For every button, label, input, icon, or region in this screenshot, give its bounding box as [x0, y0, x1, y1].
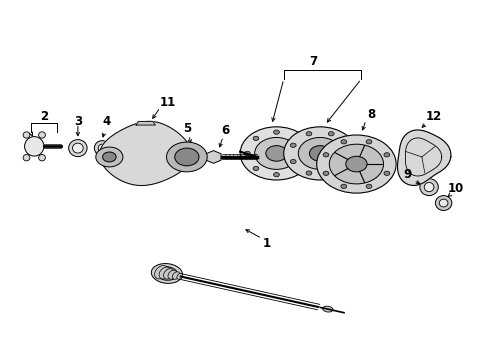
Ellipse shape — [436, 195, 452, 211]
Ellipse shape — [151, 264, 182, 283]
Ellipse shape — [155, 266, 168, 279]
Text: 6: 6 — [221, 124, 230, 137]
Circle shape — [266, 145, 287, 161]
Circle shape — [346, 156, 367, 172]
Circle shape — [291, 143, 296, 147]
Ellipse shape — [420, 179, 438, 195]
Circle shape — [344, 143, 350, 147]
Circle shape — [273, 130, 279, 134]
Circle shape — [240, 127, 313, 180]
Text: 2: 2 — [40, 110, 48, 123]
Text: 1: 1 — [263, 237, 271, 250]
Circle shape — [317, 135, 396, 193]
Circle shape — [294, 136, 300, 140]
Text: 9: 9 — [403, 168, 412, 181]
Circle shape — [384, 171, 390, 175]
Ellipse shape — [23, 154, 30, 161]
Ellipse shape — [164, 269, 174, 279]
Text: 4: 4 — [103, 115, 111, 128]
Circle shape — [384, 153, 390, 157]
Circle shape — [253, 166, 259, 171]
Circle shape — [366, 184, 372, 188]
Circle shape — [255, 138, 298, 169]
Ellipse shape — [177, 273, 183, 279]
Ellipse shape — [159, 267, 171, 279]
Circle shape — [306, 171, 312, 175]
Circle shape — [328, 132, 334, 136]
Text: 3: 3 — [74, 115, 82, 128]
Circle shape — [273, 172, 279, 177]
Circle shape — [306, 132, 312, 136]
Text: 10: 10 — [447, 183, 464, 195]
Circle shape — [323, 153, 329, 157]
Circle shape — [284, 127, 356, 180]
Circle shape — [167, 142, 207, 172]
Ellipse shape — [95, 141, 110, 156]
Circle shape — [323, 171, 329, 175]
Circle shape — [291, 159, 296, 164]
Circle shape — [102, 152, 116, 162]
Text: 12: 12 — [426, 110, 442, 123]
Circle shape — [294, 166, 300, 171]
Ellipse shape — [185, 147, 198, 160]
Ellipse shape — [322, 306, 333, 312]
Ellipse shape — [23, 132, 30, 138]
Circle shape — [303, 151, 309, 156]
Polygon shape — [136, 122, 155, 125]
Circle shape — [328, 171, 334, 175]
Ellipse shape — [156, 267, 178, 280]
Text: 5: 5 — [183, 122, 191, 135]
Polygon shape — [397, 130, 451, 185]
Text: 11: 11 — [159, 95, 175, 108]
Polygon shape — [99, 121, 192, 185]
Circle shape — [298, 138, 342, 169]
Ellipse shape — [98, 144, 106, 152]
Circle shape — [341, 140, 347, 144]
Circle shape — [329, 144, 384, 184]
Circle shape — [175, 148, 199, 166]
Circle shape — [341, 184, 347, 188]
Ellipse shape — [439, 199, 448, 207]
Ellipse shape — [24, 136, 44, 156]
Ellipse shape — [69, 140, 87, 157]
Ellipse shape — [168, 270, 177, 279]
Text: 7: 7 — [309, 55, 317, 68]
Ellipse shape — [39, 154, 46, 161]
Ellipse shape — [172, 272, 180, 279]
Circle shape — [344, 159, 350, 164]
Ellipse shape — [424, 183, 434, 192]
Text: 8: 8 — [367, 108, 375, 121]
Circle shape — [309, 145, 331, 161]
Ellipse shape — [39, 132, 46, 138]
Circle shape — [245, 151, 250, 156]
Circle shape — [366, 140, 372, 144]
Circle shape — [96, 147, 123, 167]
Ellipse shape — [73, 143, 83, 153]
Ellipse shape — [188, 150, 195, 157]
Circle shape — [253, 136, 259, 140]
